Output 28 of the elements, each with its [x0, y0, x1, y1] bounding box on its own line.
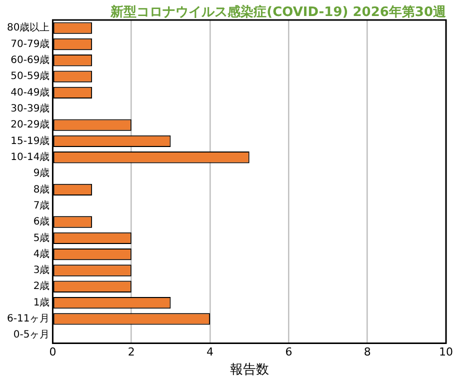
y-tick-label: 1歳: [33, 296, 50, 308]
y-tick-label: 6-11ヶ月: [7, 314, 50, 325]
y-tick-label: 15-19歳: [10, 134, 50, 147]
y-tick-label: 3歳: [33, 264, 50, 276]
y-tick-label: 8歳: [33, 183, 50, 196]
x-axis-title: 報告数: [230, 362, 269, 378]
y-tick-label: 40-49歳: [10, 86, 50, 98]
x-tick-label: 4: [206, 346, 214, 359]
y-tick-label: 10-14歳: [10, 150, 50, 163]
y-tick-label: 80歳以上: [6, 22, 50, 34]
x-tick-label: 2: [128, 346, 135, 359]
y-tick-label: 6歳: [33, 216, 50, 228]
y-tick-label: 20-29歳: [10, 118, 50, 131]
y-tick-label: 70-79歳: [10, 38, 50, 50]
y-tick-label: 0-5ヶ月: [13, 330, 50, 341]
x-tick-label: 6: [285, 346, 292, 359]
y-tick-label: 50-59歳: [10, 70, 50, 82]
y-tick-label: 9歳: [33, 167, 50, 180]
y-tick-label: 4歳: [33, 248, 50, 260]
y-tick-label: 2歳: [33, 280, 50, 292]
y-tick-label: 7歳: [33, 199, 50, 212]
chart-title: 新型コロナウイルス感染症(COVID-19) 2026年第30週: [110, 4, 446, 21]
x-tick-label: 8: [364, 346, 371, 359]
x-tick-label: 10: [439, 346, 453, 359]
y-tick-label: 60-69歳: [10, 54, 50, 66]
x-tick-label: 0: [49, 346, 56, 359]
y-tick-label: 30-39歳: [10, 102, 50, 114]
y-tick-label: 5歳: [33, 232, 50, 244]
